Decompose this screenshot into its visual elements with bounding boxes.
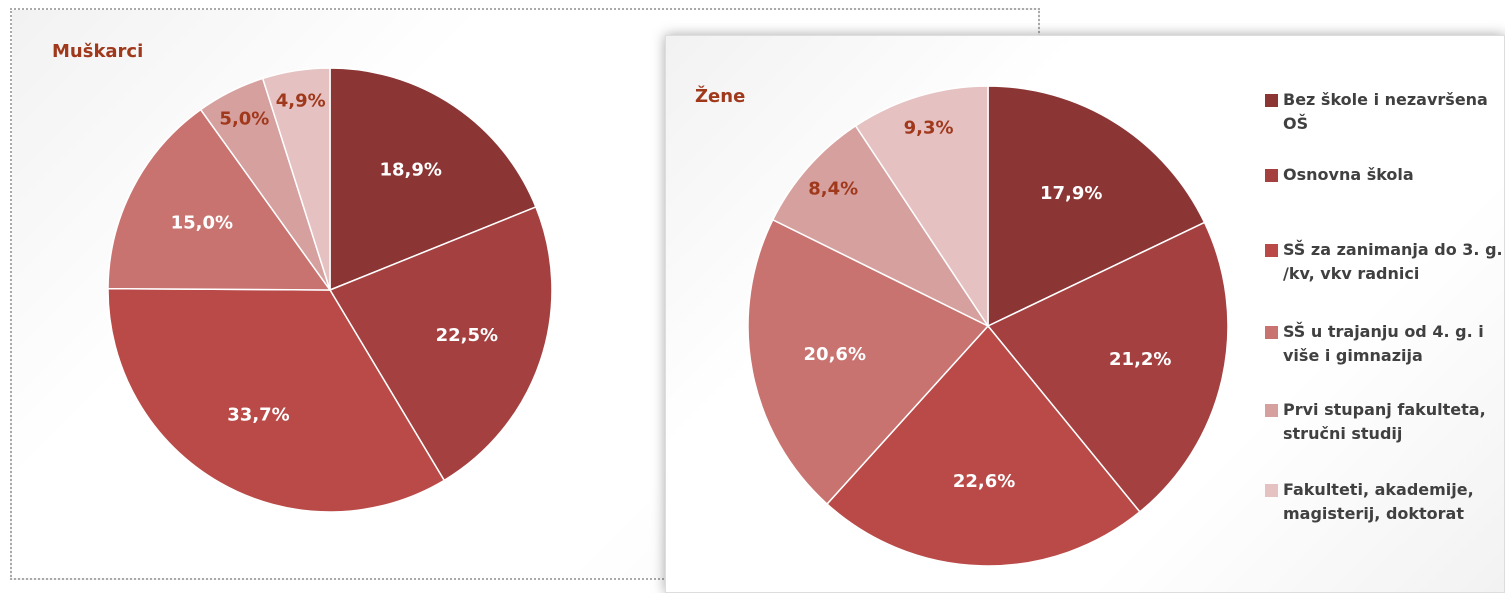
legend-swatch (1265, 326, 1278, 339)
legend-label: Osnovna škola (1283, 165, 1414, 184)
data-label: 4,9% (276, 90, 326, 111)
legend-item: Prvi stupanj fakulteta, stručni studij (1265, 398, 1505, 446)
data-label: 33,7% (227, 404, 289, 425)
legend-item: Fakulteti, akademije, magisterij, doktor… (1265, 478, 1505, 526)
pie-slice (107, 108, 332, 291)
data-label: 20,6% (804, 344, 866, 365)
pie-slice (987, 85, 1206, 328)
legend-label: SŠ za zanimanja do 3. g. /kv, vkv radnic… (1283, 240, 1503, 283)
legend-item: SŠ u trajanju od 4. g. i više i gimnazij… (1265, 320, 1505, 368)
legend-swatch (1265, 244, 1278, 257)
pie-slice (107, 287, 446, 513)
legend-label: SŠ u trajanju od 4. g. i više i gimnazij… (1283, 322, 1484, 365)
data-label: 8,4% (808, 179, 858, 200)
pie-slice (329, 67, 537, 292)
legend-swatch (1265, 169, 1278, 182)
data-label: 18,9% (380, 159, 442, 180)
legend-swatch (1265, 404, 1278, 417)
data-label: 22,6% (953, 471, 1015, 492)
legend-item: Osnovna škola (1265, 163, 1505, 187)
pie-slice (261, 67, 331, 291)
legend-item: SŠ za zanimanja do 3. g. /kv, vkv radnic… (1265, 238, 1505, 286)
data-label: 9,3% (904, 117, 954, 138)
pie-slice (986, 221, 1229, 513)
data-label: 17,9% (1040, 183, 1102, 204)
pie-slice (854, 85, 989, 329)
data-label: 21,2% (1109, 349, 1171, 370)
legend-item: Bez škole i nezavršena OŠ (1265, 88, 1505, 136)
legend-label: Fakulteti, akademije, magisterij, doktor… (1283, 480, 1474, 523)
legend-label: Prvi stupanj fakulteta, stručni studij (1283, 400, 1486, 443)
pie-slice (328, 206, 553, 482)
chart-title: Žene (695, 85, 745, 107)
pie-slice (747, 218, 990, 506)
legend-swatch (1265, 94, 1278, 107)
data-label: 15,0% (171, 213, 233, 234)
pie-slice (771, 124, 991, 328)
legend-label: Bez škole i nezavršena OŠ (1283, 90, 1488, 133)
data-label: 5,0% (219, 108, 269, 129)
data-label: 22,5% (436, 325, 498, 346)
legend-swatch (1265, 484, 1278, 497)
chart-title: Muškarci (52, 41, 143, 62)
pie-slice (825, 324, 1141, 567)
